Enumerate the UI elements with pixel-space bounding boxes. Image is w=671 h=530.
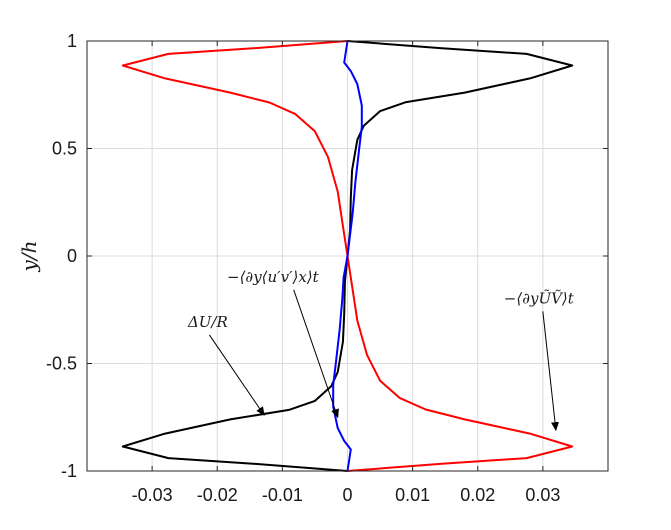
annotation-arrow bbox=[293, 289, 339, 419]
x-tick-label: 0 bbox=[342, 485, 352, 505]
x-tick-label: -0.01 bbox=[262, 485, 303, 505]
y-tick-label: 0 bbox=[67, 246, 77, 266]
x-tick-label: -0.03 bbox=[132, 485, 173, 505]
annotation-label: −⟨∂yŨṼ⟩t bbox=[504, 289, 575, 307]
series-line-reynolds-stress-prime bbox=[332, 40, 363, 472]
annotations: −⟨∂y⟨u′v′⟩x⟩t ΔU/R −⟨∂yŨṼ⟩t bbox=[187, 268, 575, 432]
series-layer bbox=[121, 40, 574, 472]
x-tick-label: -0.02 bbox=[197, 485, 238, 505]
y-tick-label: 1 bbox=[67, 31, 77, 51]
y-axis-label: y/h bbox=[17, 241, 41, 273]
y-tick-label: -0.5 bbox=[46, 354, 77, 374]
x-tick-label: 0.03 bbox=[525, 485, 560, 505]
annotation-arrow bbox=[542, 311, 560, 432]
x-tick-label: 0.01 bbox=[395, 485, 430, 505]
y-tick-label: -1 bbox=[61, 461, 77, 481]
annotation-label: ΔU/R bbox=[187, 313, 228, 331]
y-tick-label: 0.5 bbox=[52, 139, 77, 159]
annotation-arrow bbox=[208, 334, 265, 416]
x-tick-label: 0.02 bbox=[460, 485, 495, 505]
ticks: -0.03 -0.02 -0.01 0 0.01 0.02 0.03 -1 -0.5 0 0.5 1 bbox=[46, 31, 608, 505]
annotation-label: −⟨∂y⟨u′v′⟩x⟩t bbox=[227, 268, 320, 286]
